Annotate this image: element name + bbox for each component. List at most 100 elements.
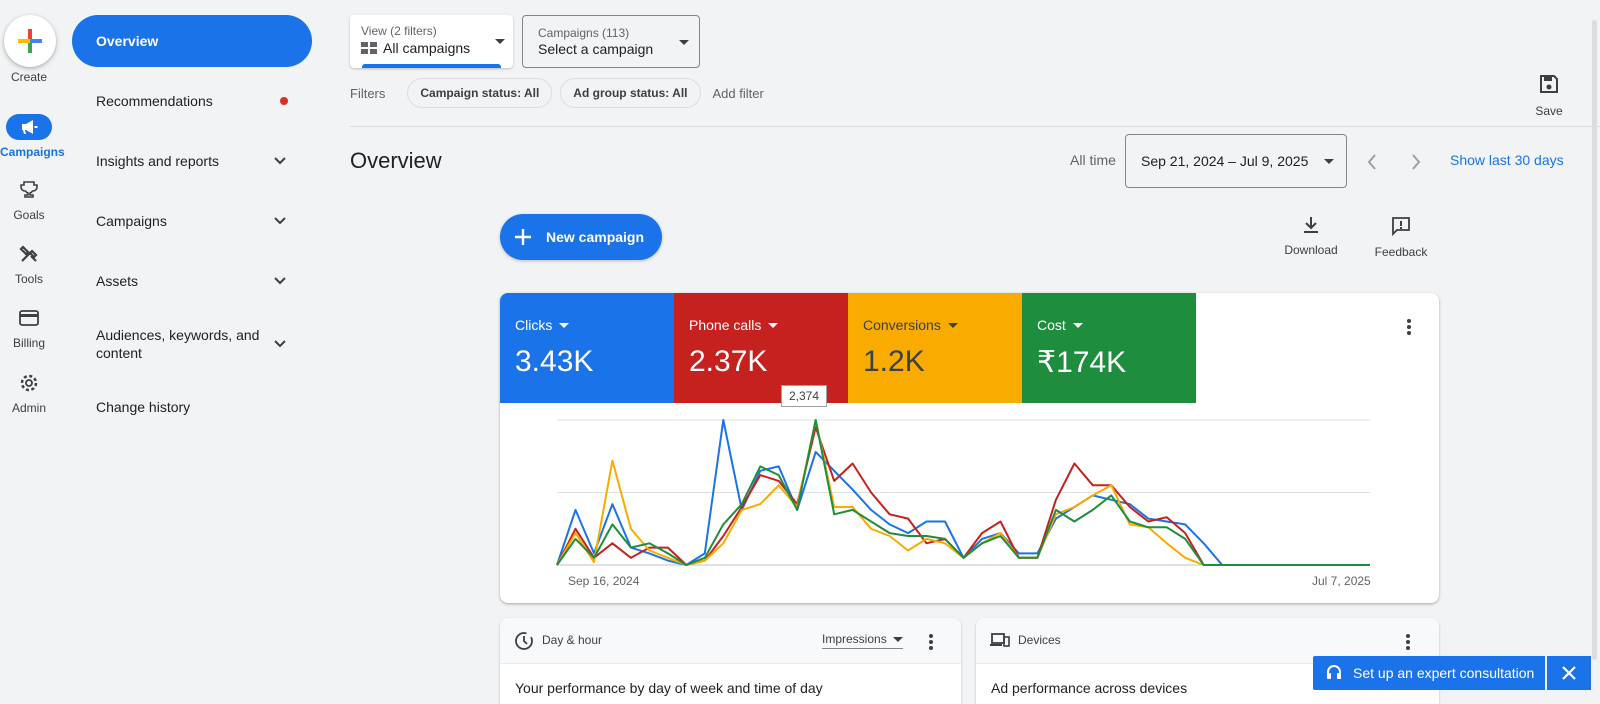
divider — [350, 126, 1600, 127]
chevron-down-icon — [274, 340, 286, 348]
metric-name: Phone calls — [689, 317, 762, 333]
nav-item-label: Assets — [96, 273, 139, 289]
impressions-select[interactable]: Impressions — [822, 632, 903, 649]
tools-icon — [6, 241, 52, 267]
nav-item-assets[interactable]: Assets — [72, 255, 312, 307]
rail-item-billing[interactable]: Billing — [0, 305, 58, 350]
series-line-cost — [556, 419, 1370, 566]
next-period-button[interactable] — [1404, 150, 1428, 174]
nav-item-recommendations[interactable]: Recommendations — [72, 75, 312, 127]
dropdown-arrow-icon — [679, 40, 689, 45]
view-select-value: All campaigns — [383, 40, 471, 56]
rail-item-label: Goals — [13, 208, 45, 222]
add-filter-button[interactable]: Add filter — [712, 85, 764, 101]
dropdown-arrow-icon — [892, 636, 903, 642]
dropdown-arrow-icon — [947, 322, 958, 328]
download-icon — [1304, 217, 1318, 233]
metric-name-row: Phone calls — [689, 317, 779, 333]
rail-item-goals[interactable]: Goals — [0, 177, 58, 222]
campaign-select[interactable]: Campaigns (113) Select a campaign — [522, 15, 700, 68]
nav-item-audiences[interactable]: Audiences, keywords, and content — [72, 315, 312, 373]
date-range-select[interactable]: Sep 21, 2024 – Jul 9, 2025 — [1125, 134, 1347, 188]
rail-item-label: Tools — [14, 272, 43, 286]
all-time-label: All time — [1070, 152, 1116, 168]
series-line-phone-calls — [556, 426, 1370, 566]
nav-item-label: Audiences, keywords, and content — [96, 327, 260, 361]
rail-item-label: Billing — [12, 336, 45, 350]
chevron-down-icon — [274, 277, 286, 285]
download-button[interactable]: Download — [1284, 216, 1338, 257]
dropdown-arrow-icon — [495, 39, 505, 44]
plus-icon — [515, 229, 531, 245]
nav-item-insights[interactable]: Insights and reports — [72, 135, 312, 187]
nav-item-campaigns[interactable]: Campaigns — [72, 195, 312, 247]
new-campaign-label: New campaign — [546, 229, 645, 245]
chevron-down-icon — [274, 157, 286, 165]
new-campaign-button[interactable]: New campaign — [500, 214, 662, 260]
card-header: Day & hour Impressions — [500, 618, 961, 664]
nav-item-label: Campaigns — [96, 213, 167, 229]
chevron-right-icon — [1412, 154, 1421, 170]
campaign-select-value: Select a campaign — [538, 41, 654, 57]
close-icon — [1562, 666, 1576, 680]
metric-tile-cost[interactable]: Cost ₹174K — [1022, 293, 1196, 403]
date-range-value: Sep 21, 2024 – Jul 9, 2025 — [1141, 153, 1309, 169]
rail-item-admin[interactable]: Admin — [0, 370, 58, 415]
clock-icon — [515, 632, 533, 650]
more-options-icon[interactable] — [1396, 630, 1420, 654]
campaign-select-label: Campaigns (113) — [538, 26, 630, 40]
card-title: Devices — [1018, 633, 1061, 647]
impressions-select-value: Impressions — [822, 632, 887, 646]
more-options-icon[interactable] — [919, 630, 943, 654]
feedback-button[interactable]: Feedback — [1372, 216, 1430, 259]
view-select-value-row: All campaigns — [361, 40, 470, 56]
rail-item-label: Admin — [11, 401, 46, 415]
rail-item-tools[interactable]: Tools — [0, 241, 58, 286]
icon-rail: Create Campaigns Goals Tools Billing Adm… — [0, 0, 65, 704]
view-select-label: View (2 filters) — [361, 24, 437, 38]
notification-dot — [280, 97, 288, 105]
metric-value: ₹174K — [1037, 346, 1127, 379]
dropdown-arrow-icon — [1324, 159, 1334, 164]
day-hour-card: Day & hour Impressions Your performance … — [500, 618, 961, 704]
metric-tile-clicks[interactable]: Clicks 3.43K — [500, 293, 674, 403]
view-select[interactable]: View (2 filters) All campaigns — [350, 15, 513, 68]
close-consultation-button[interactable] — [1547, 656, 1591, 690]
headset-icon — [1327, 665, 1341, 679]
save-icon — [1540, 75, 1558, 93]
create-button[interactable] — [4, 15, 56, 67]
create-label: Create — [10, 70, 48, 84]
filter-chip-campaign-status[interactable]: Campaign status: All — [407, 78, 553, 108]
dropdown-arrow-icon — [768, 322, 779, 328]
metric-tile-phone-calls[interactable]: Phone calls 2.37K — [674, 293, 848, 403]
rail-item-campaigns[interactable]: Campaigns — [0, 114, 65, 159]
metric-tile-conversions[interactable]: Conversions 1.2K — [848, 293, 1022, 403]
scrollbar[interactable] — [1592, 20, 1597, 660]
metric-value: 3.43K — [515, 345, 594, 378]
filters-row: Filters Campaign status: All Ad group st… — [350, 78, 764, 108]
nav-item-label: Overview — [96, 33, 159, 49]
save-button[interactable]: Save — [1526, 74, 1572, 118]
metric-name: Cost — [1037, 317, 1066, 333]
metric-name-row: Conversions — [863, 317, 958, 333]
feedback-label: Feedback — [1374, 245, 1428, 259]
chevron-left-icon — [1367, 154, 1376, 170]
gear-icon — [6, 370, 52, 396]
megaphone-icon — [6, 114, 52, 140]
expert-consultation-button[interactable]: Set up an expert consultation — [1313, 656, 1545, 690]
feedback-icon — [1392, 217, 1410, 237]
metric-name: Conversions — [863, 317, 941, 333]
line-chart — [556, 419, 1370, 566]
card-title: Day & hour — [542, 633, 603, 647]
filter-chip-ad-group-status[interactable]: Ad group status: All — [560, 78, 701, 108]
show-last-30-days-link[interactable]: Show last 30 days — [1450, 152, 1564, 168]
nav-item-label: Recommendations — [96, 93, 213, 109]
nav-item-overview[interactable]: Overview — [72, 15, 312, 67]
previous-period-button[interactable] — [1360, 150, 1384, 174]
dropdown-arrow-icon — [1072, 322, 1083, 328]
grid-icon — [361, 42, 377, 54]
x-axis-start-label: Sep 16, 2024 — [568, 574, 640, 588]
nav-item-change-history[interactable]: Change history — [72, 381, 312, 433]
expert-consultation-label: Set up an expert consultation — [1353, 665, 1535, 681]
more-options-icon[interactable] — [1397, 315, 1421, 339]
